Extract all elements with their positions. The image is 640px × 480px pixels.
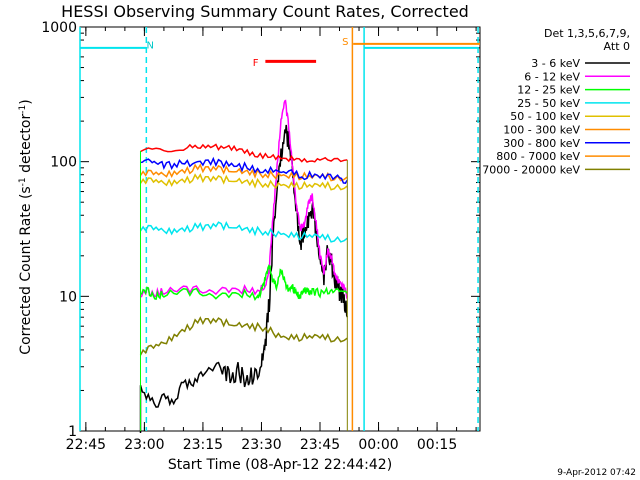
legend-header-line-1: Det 1,3,5,6,7,9, (544, 27, 630, 40)
series-line-red-top (140, 143, 348, 163)
legend-label: 800 - 7000 keV (496, 150, 580, 163)
series-line-6 (140, 156, 348, 185)
annotation-label: N (147, 41, 154, 52)
x-tick-label: 22:45 (66, 437, 106, 453)
y-tick-label: 10 (59, 289, 77, 305)
legend-header-line-2: Att 0 (604, 40, 630, 53)
legend-label: 100 - 300 keV (503, 124, 580, 137)
series-line-1 (140, 99, 348, 300)
annotation-label: S (342, 37, 348, 48)
x-tick-label: 23:45 (300, 437, 340, 453)
y-tick-label: 100 (50, 155, 77, 171)
series-line-2 (140, 263, 348, 301)
x-tick-label: 23:00 (124, 437, 164, 453)
series-line-5 (139, 163, 348, 182)
series-line-4 (139, 173, 348, 191)
x-axis-label: Start Time (08-Apr-12 22:44:42) (168, 457, 392, 473)
x-tick-label: 23:30 (241, 437, 281, 453)
y-tick-label: 1000 (41, 20, 77, 36)
y-axis-label: Corrected Count Rate (s-1 detector-1) (18, 99, 34, 354)
legend-label: 25 - 50 keV (517, 97, 580, 110)
y-tick-label: 1 (68, 424, 77, 440)
series-line-8 (139, 316, 348, 356)
chart-title: HESSI Observing Summary Count Rates, Cor… (61, 2, 469, 21)
footer-date: 9-Apr-2012 07:42 (557, 468, 636, 478)
x-tick-label: 00:00 (358, 437, 398, 453)
annotation-label: F (253, 58, 259, 69)
legend-label: 7000 - 20000 keV (482, 163, 580, 176)
x-tick-label: 00:15 (417, 437, 457, 453)
legend-label: 3 - 6 keV (531, 57, 580, 70)
legend-label: 6 - 12 keV (524, 70, 580, 83)
plot-area: 1 10 100 1000 22:45 23:00 23:15 23:30 23:45 00:00… (41, 20, 481, 453)
legend-label: 300 - 800 keV (503, 137, 580, 150)
x-tick-label: 23:15 (183, 437, 223, 453)
series-line-3 (139, 221, 348, 243)
legend-label: 12 - 25 keV (517, 84, 580, 97)
legend-label: 50 - 100 keV (510, 110, 580, 123)
